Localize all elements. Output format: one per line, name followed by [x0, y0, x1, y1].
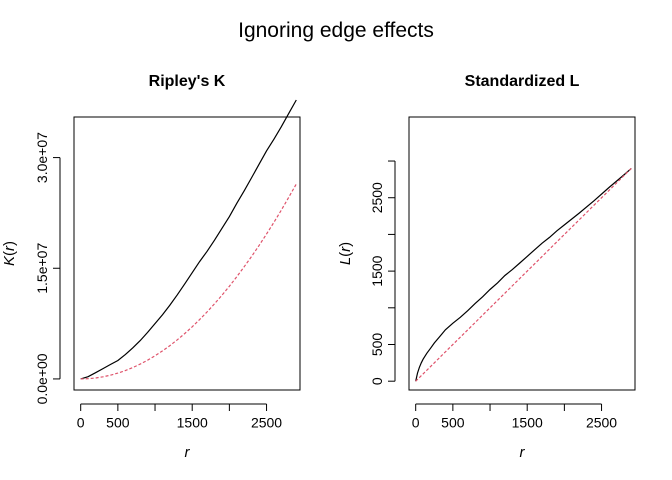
y-tick-label: 2500 — [369, 182, 385, 213]
plot-box — [408, 116, 636, 391]
y-axis-arg: r — [1, 245, 18, 251]
x-tick-label: 2500 — [251, 414, 282, 430]
x-tick-label: 2500 — [586, 414, 617, 430]
y-axis-paren-close: ) — [1, 241, 18, 246]
y-tick-label: 0 — [369, 377, 385, 385]
plot-box — [73, 116, 301, 391]
y-axis-func: K — [1, 255, 18, 266]
y-tick-label: 1.5e+07 — [34, 243, 50, 294]
y-tick-label: 0.0e+00 — [34, 353, 50, 404]
y-axis: 0 500 1500 2500 — [369, 160, 396, 385]
panel-ripleys-k: Ripley's K 0 500 1500 2500 0.0e+00 1.5e+07 3.… — [1, 73, 301, 461]
plot-lines — [80, 99, 297, 380]
y-axis-func: L — [337, 257, 354, 265]
y-axis-paren-open: ( — [1, 251, 18, 256]
x-tick-label: 500 — [106, 414, 130, 430]
observed-curve — [80, 99, 297, 380]
panel-standardized-l: Standardized L 0 500 1500 2500 0 500 1500 2500… — [337, 73, 636, 461]
y-tick-label: 3.0e+07 — [34, 132, 50, 183]
chart-title: Standardized L — [465, 73, 580, 90]
x-axis: 0 500 1500 2500 — [412, 403, 617, 430]
figure-title: Ignoring edge effects — [238, 19, 434, 42]
observed-curve — [415, 167, 632, 382]
x-tick-label: 500 — [441, 414, 465, 430]
y-axis-title: L(r) — [337, 242, 354, 265]
plot-lines — [415, 167, 632, 382]
x-tick-label: 0 — [77, 414, 85, 430]
y-tick-label: 1500 — [369, 255, 385, 286]
x-axis-title: r — [185, 444, 191, 461]
x-axis-title: r — [520, 444, 526, 461]
x-tick-label: 0 — [412, 414, 420, 430]
y-axis-paren-open: ( — [337, 252, 354, 257]
chart-title: Ripley's K — [149, 73, 226, 90]
x-tick-label: 1500 — [512, 414, 543, 430]
x-tick-label: 1500 — [177, 414, 208, 430]
x-axis: 0 500 1500 2500 — [77, 403, 282, 430]
theoretical-curve — [80, 183, 297, 380]
y-axis-paren-close: ) — [337, 242, 354, 247]
y-tick-label: 500 — [369, 333, 385, 357]
y-axis-arg: r — [337, 246, 354, 252]
theoretical-curve — [415, 167, 632, 382]
y-axis: 0.0e+00 1.5e+07 3.0e+07 — [34, 132, 61, 404]
y-axis-title: K(r) — [1, 241, 18, 266]
